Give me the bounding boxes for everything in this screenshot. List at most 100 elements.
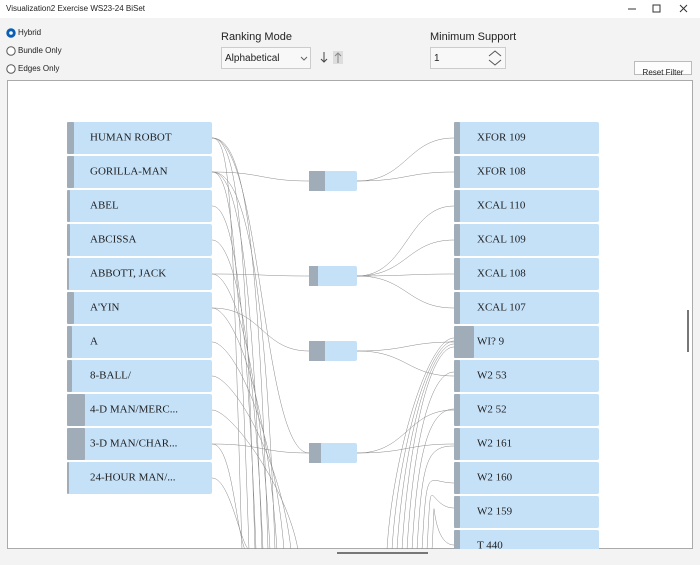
right-node-indicator [454, 122, 460, 154]
edge [356, 409, 455, 454]
left-node-indicator [67, 224, 70, 256]
right-node [454, 122, 599, 154]
left-node-label: GORILLA-MAN [90, 166, 168, 178]
biset-canvas: HUMAN ROBOT GORILLA-MAN ABEL ABCISSA ABBOTT,… [7, 80, 693, 549]
left-node-label: ABCISSA [90, 234, 137, 246]
edge [211, 137, 310, 454]
right-node-indicator [454, 258, 460, 290]
edge [211, 137, 256, 549]
right-node [454, 428, 599, 460]
edge [211, 205, 257, 549]
radio-ring [6, 64, 16, 74]
right-node-label: W2 159 [477, 506, 513, 518]
left-node [67, 360, 212, 392]
edge [211, 239, 264, 549]
edge [356, 275, 455, 309]
right-node-indicator [454, 190, 460, 222]
bundle-indicator [309, 443, 321, 463]
left-node-label: 8-BALL/ [90, 370, 132, 382]
left-node-label: HUMAN ROBOT [90, 132, 172, 144]
radio-ring [6, 46, 16, 56]
reset-button[interactable]: Reset Filter [634, 61, 692, 77]
edge [426, 495, 455, 549]
right-node-label: XCAL 108 [477, 268, 526, 280]
edge [356, 239, 455, 277]
left-node-label: A'YIN [90, 302, 120, 314]
edge [211, 307, 278, 549]
edge [356, 273, 455, 277]
left-node-indicator [67, 122, 74, 154]
horizontal-scroll-thumb[interactable] [337, 552, 428, 554]
left-node [67, 292, 212, 324]
edge [356, 205, 455, 277]
edge [211, 307, 310, 352]
right-node-label: W2 53 [477, 370, 507, 382]
left-node-label: 4-D MAN/MERC... [90, 404, 178, 416]
right-node-label: XCAL 110 [477, 200, 526, 212]
left-node-indicator [67, 292, 74, 324]
edge [211, 341, 285, 549]
left-node-indicator [67, 360, 72, 392]
right-node-indicator [454, 156, 460, 188]
left-node-indicator [67, 190, 70, 222]
edges [211, 137, 455, 549]
sort-buttons[interactable] [318, 50, 346, 66]
ranking-dropdown[interactable]: Alphabetical [221, 47, 311, 69]
edge [411, 408, 455, 549]
window-title: Visualization2 Exercise WS23-24 BiSet [6, 4, 146, 13]
edge [356, 171, 455, 182]
right-node-label: XFOR 109 [477, 132, 526, 144]
bundle-indicator [309, 171, 325, 191]
edge [386, 337, 455, 549]
window-buttons[interactable] [620, 0, 700, 18]
right-node-indicator [454, 462, 460, 494]
right-node-label: W2 160 [477, 472, 513, 484]
support-spinner[interactable]: 1 [430, 47, 506, 69]
right-node-indicator [454, 394, 460, 426]
left-node [67, 190, 212, 222]
spinner-arrows [488, 50, 502, 66]
left-node [67, 462, 212, 494]
right-node-label: WI? 9 [477, 336, 505, 348]
radio-circle [6, 64, 16, 74]
mode-label: Edges Only [18, 64, 60, 73]
left-node [67, 122, 212, 154]
edge [416, 445, 455, 549]
radio-dot [9, 31, 13, 35]
edge [211, 273, 271, 549]
edge [431, 508, 455, 549]
reset-label: Reset Filter [642, 68, 684, 77]
left-node-label: A [90, 336, 98, 348]
left-node [67, 258, 212, 290]
vertical-scroll-thumb[interactable] [687, 310, 689, 352]
right-node [454, 190, 599, 222]
left-node-indicator [67, 462, 69, 494]
edge [211, 171, 250, 549]
radio-circle [6, 46, 16, 56]
ranking-label: Ranking Mode [221, 31, 292, 43]
edge [211, 171, 276, 549]
bundle-indicator [309, 341, 325, 361]
edge [211, 443, 245, 549]
support-label: Minimum Support [430, 31, 517, 43]
nodes: HUMAN ROBOT GORILLA-MAN ABEL ABCISSA ABBOTT,… [67, 122, 599, 549]
right-node [454, 326, 599, 358]
right-node-indicator [454, 224, 460, 256]
left-node [67, 156, 212, 188]
right-node [454, 394, 599, 426]
left-node [67, 394, 212, 426]
right-node [454, 224, 599, 256]
left-node-label: 24-HOUR MAN/... [90, 472, 176, 484]
left-node-indicator [67, 326, 72, 358]
edge [211, 375, 292, 549]
mode-label: Hybrid [18, 28, 42, 37]
left-node [67, 326, 212, 358]
edge [211, 273, 310, 277]
right-node-label: W2 161 [477, 438, 512, 450]
edge [356, 341, 455, 352]
edge [211, 409, 299, 549]
left-node-indicator [67, 258, 69, 290]
dropdown-chevron [300, 56, 308, 61]
edge [211, 171, 263, 549]
right-node-indicator [454, 326, 474, 358]
